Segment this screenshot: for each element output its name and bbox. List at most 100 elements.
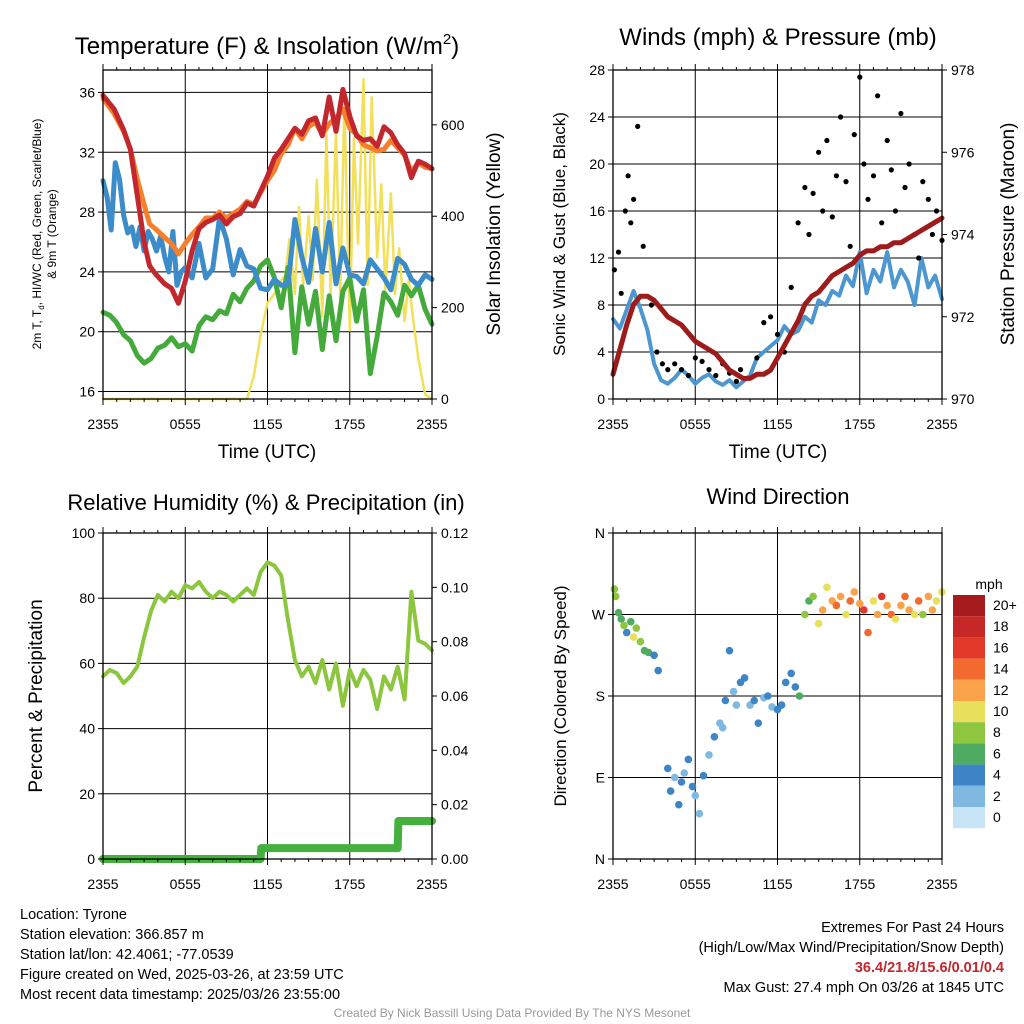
gust-point: [685, 372, 692, 379]
gust-point: [665, 367, 671, 373]
pressure-ylabel: Station Pressure (Maroon): [998, 123, 1019, 346]
gust-point: [925, 196, 931, 202]
temp-y2tick-label: 0: [441, 391, 449, 407]
rh-y2tick-label: 0.10: [441, 579, 468, 595]
direction-point: [614, 608, 623, 617]
gust-point: [706, 367, 712, 373]
wind-direction-plot-area: N E S W N 2355 0555 1155 1755 2355: [592, 525, 958, 892]
temperature-ylabel-line2: & 9m T (Orange): [45, 189, 59, 279]
gust-point: [774, 331, 781, 337]
wind-y2tick-label: 978: [951, 62, 975, 78]
dir-xtick-label: 2355: [597, 876, 628, 892]
temp-xtick-label: 0555: [170, 416, 201, 432]
legend-swatch: [953, 616, 985, 638]
direction-point: [620, 621, 628, 630]
gust-point: [847, 243, 853, 249]
gust-point: [648, 302, 655, 308]
direction-point: [675, 800, 683, 809]
dir-xtick-label: 2355: [926, 876, 957, 892]
direction-point: [632, 624, 641, 632]
direction-point: [832, 601, 841, 610]
direction-point: [883, 601, 891, 610]
gust-point: [625, 173, 631, 179]
rh-xtick-label: 2355: [416, 876, 447, 892]
legend-label: 14: [993, 661, 1009, 677]
gust-point: [635, 123, 641, 129]
direction-point: [670, 773, 679, 782]
gust-point: [829, 214, 835, 220]
wind-ytick-label: 20: [589, 156, 605, 172]
gust-point: [933, 208, 940, 214]
temp-ytick-label: 20: [79, 324, 95, 340]
direction-point: [617, 615, 625, 623]
direction-point: [919, 610, 927, 619]
direction-point: [764, 692, 772, 700]
winds-panel: Winds (mph) & Pressure (mb) 0 4 8 12 16 20 24 2…: [550, 24, 1019, 463]
gust-point: [902, 184, 908, 191]
gust-point: [622, 208, 628, 214]
gust-point: [865, 196, 871, 202]
direction-point: [897, 601, 905, 610]
wind-y2tick-label: 970: [951, 391, 975, 407]
legend-label: 20+: [993, 597, 1017, 613]
wind-xtick-label: 0555: [680, 416, 711, 432]
direction-point: [801, 610, 809, 619]
legend-swatch: [953, 807, 985, 829]
wind-y2tick-label: 976: [951, 144, 975, 160]
gust-point: [733, 378, 740, 384]
gust-point: [806, 231, 812, 238]
temperature-xlabel: Time (UTC): [218, 442, 317, 463]
legend-swatch: [953, 658, 985, 680]
direction-point: [910, 610, 919, 619]
legend-swatch: [953, 595, 985, 617]
legend-label: 18: [993, 618, 1009, 634]
legend-swatch: [953, 637, 985, 659]
direction-point: [795, 692, 804, 700]
humidity-panel: Relative Humidity (%) & Precipitation (i…: [26, 490, 468, 892]
gust-point: [861, 161, 867, 167]
direction-point: [777, 701, 786, 709]
direction-point: [901, 592, 909, 601]
gust-point: [754, 355, 760, 361]
gust-point: [737, 367, 744, 373]
winds-xlabel: Time (UTC): [729, 442, 828, 463]
gust-point: [761, 320, 767, 326]
temp-y2tick-label: 200: [441, 300, 465, 316]
gust-point: [920, 179, 926, 185]
gust-point: [654, 349, 660, 355]
wind-ytick-label: 28: [589, 62, 605, 78]
extremes-subtitle: (High/Low/Max Wind/Precipitation/Snow De…: [698, 940, 1004, 956]
direction-point: [814, 619, 823, 628]
winds-ylabel: Sonic Wind & Gust (Blue, Black): [550, 112, 569, 356]
wind-ytick-label: 24: [589, 109, 605, 125]
temp-xtick-label: 1755: [334, 416, 365, 432]
gust-point: [857, 74, 863, 80]
legend-label: 16: [993, 639, 1009, 655]
rh-xtick-label: 0555: [170, 876, 201, 892]
direction-point: [725, 646, 734, 655]
gust-point: [851, 132, 857, 138]
rh-ytick-label: 0: [87, 851, 95, 867]
dir-xtick-label: 0555: [680, 876, 711, 892]
direction-point: [905, 606, 913, 614]
legend-label: 12: [993, 682, 1009, 698]
gust-point: [875, 93, 881, 99]
direction-point: [629, 633, 638, 641]
temperature-plot-area: 16 20 24 28 32 36 0 200 400 600 2355 0555 1155 1755 23…: [79, 64, 465, 432]
dir-xtick-label: 1755: [844, 876, 875, 892]
rh-y2tick-label: 0.08: [441, 634, 468, 650]
rh-y2tick-label: 0.00: [441, 851, 468, 867]
winds-title: Winds (mph) & Pressure (mb): [619, 24, 936, 51]
direction-point: [610, 585, 619, 593]
direction-point: [846, 597, 854, 605]
temp-ytick-label: 32: [79, 144, 95, 160]
gust-point: [618, 290, 624, 296]
wind-y2tick-label: 974: [951, 227, 975, 243]
direction-point: [732, 701, 741, 709]
gust-point: [843, 179, 849, 185]
direction-point: [718, 723, 727, 732]
temp-ytick-label: 24: [79, 264, 95, 280]
rh-y2tick-label: 0.12: [441, 525, 468, 541]
gust-point: [898, 110, 904, 117]
wind-ytick-label: 12: [589, 250, 605, 266]
